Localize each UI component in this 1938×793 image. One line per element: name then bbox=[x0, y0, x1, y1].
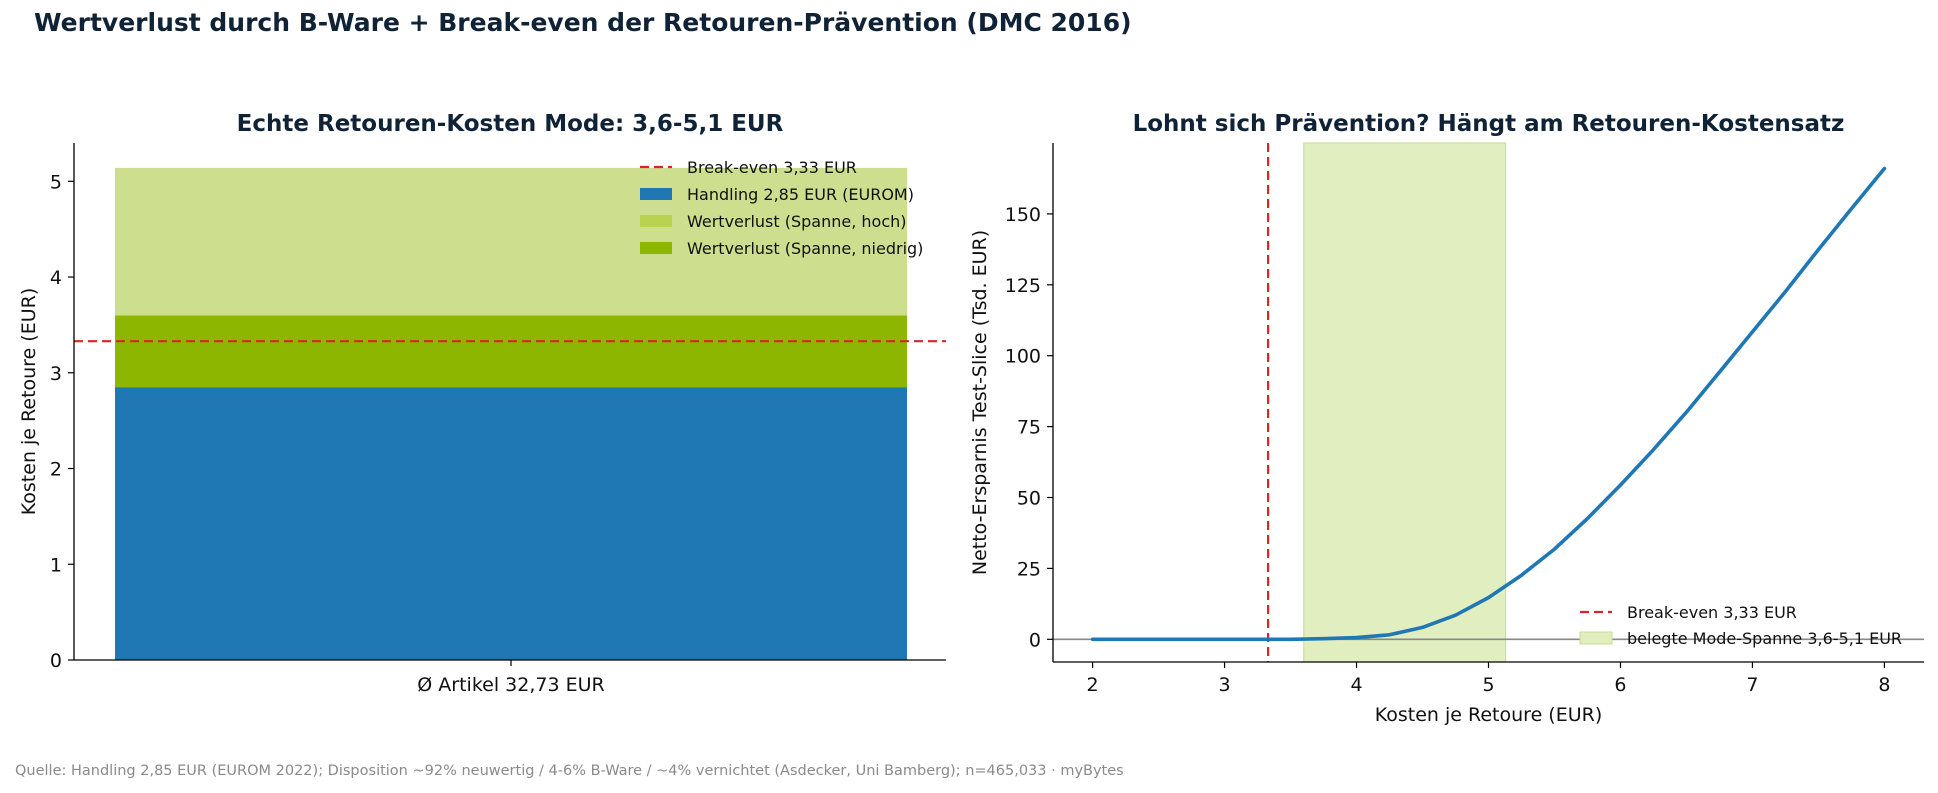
legend-label-left-1: Handling 2,85 EUR (EUROM) bbox=[687, 185, 914, 204]
y-tick-label-left: 4 bbox=[50, 267, 62, 289]
bar-segment-1 bbox=[115, 387, 907, 660]
panel-title-right: Lohnt sich Prävention? Hängt am Retouren… bbox=[1133, 111, 1845, 137]
x-tick-label-right: 6 bbox=[1614, 674, 1626, 696]
legend-swatch-left-3 bbox=[640, 242, 672, 254]
x-axis-label-right: Kosten je Retoure (EUR) bbox=[1375, 704, 1602, 726]
legend-swatch-span bbox=[1579, 631, 1613, 645]
y-tick-label-left: 3 bbox=[50, 363, 62, 385]
legend-label-left-0: Break-even 3,33 EUR bbox=[687, 158, 857, 177]
x-tick-label-right: 3 bbox=[1219, 674, 1231, 696]
y-tick-label-left: 0 bbox=[50, 650, 62, 672]
y-tick-label-left: 5 bbox=[50, 171, 62, 193]
source-note: Quelle: Handling 2,85 EUR (EUROM 2022); … bbox=[15, 763, 1124, 779]
x-tick-label-right: 4 bbox=[1350, 674, 1362, 696]
x-tick-label-right: 2 bbox=[1087, 674, 1099, 696]
y-tick-label-right: 150 bbox=[1005, 204, 1041, 226]
panel-title-left: Echte Retouren-Kosten Mode: 3,6-5,1 EUR bbox=[237, 111, 784, 137]
y-tick-label-right: 50 bbox=[1017, 488, 1041, 510]
legend-swatch-left-1 bbox=[640, 188, 672, 200]
legend-label-span: belegte Mode-Spanne 3,6-5,1 EUR bbox=[1627, 629, 1902, 648]
x-category-label: Ø Artikel 32,73 EUR bbox=[417, 674, 604, 696]
bar-segment-3 bbox=[115, 167, 907, 316]
y-tick-label-left: 2 bbox=[50, 459, 62, 481]
y-tick-label-right: 100 bbox=[1005, 346, 1041, 368]
figure-title: Wertverlust durch B-Ware + Break-even de… bbox=[34, 8, 1132, 37]
y-tick-label-right: 0 bbox=[1029, 629, 1041, 651]
y-tick-label-left: 1 bbox=[50, 554, 62, 576]
x-tick-label-right: 7 bbox=[1746, 674, 1758, 696]
y-axis-label-left: Kosten je Retoure (EUR) bbox=[18, 288, 40, 515]
y-tick-label-right: 25 bbox=[1017, 558, 1041, 580]
y-axis-label-right: Netto-Ersparnis Test-Slice (Tsd. EUR) bbox=[969, 230, 991, 575]
x-tick-label-right: 8 bbox=[1878, 674, 1890, 696]
legend-swatch-left-2 bbox=[640, 215, 672, 227]
y-tick-label-right: 125 bbox=[1005, 275, 1041, 297]
legend-label-left-2: Wertverlust (Spanne, hoch) bbox=[687, 212, 907, 231]
x-tick-label-right: 5 bbox=[1482, 674, 1494, 696]
legend-label-left-3: Wertverlust (Spanne, niedrig) bbox=[687, 239, 923, 258]
mode-span-area bbox=[1303, 142, 1507, 663]
savings-curve bbox=[1090, 166, 1887, 642]
bar-segment-2 bbox=[115, 315, 907, 388]
legend-label-breakeven-right: Break-even 3,33 EUR bbox=[1627, 603, 1797, 622]
y-tick-label-right: 75 bbox=[1017, 417, 1041, 439]
